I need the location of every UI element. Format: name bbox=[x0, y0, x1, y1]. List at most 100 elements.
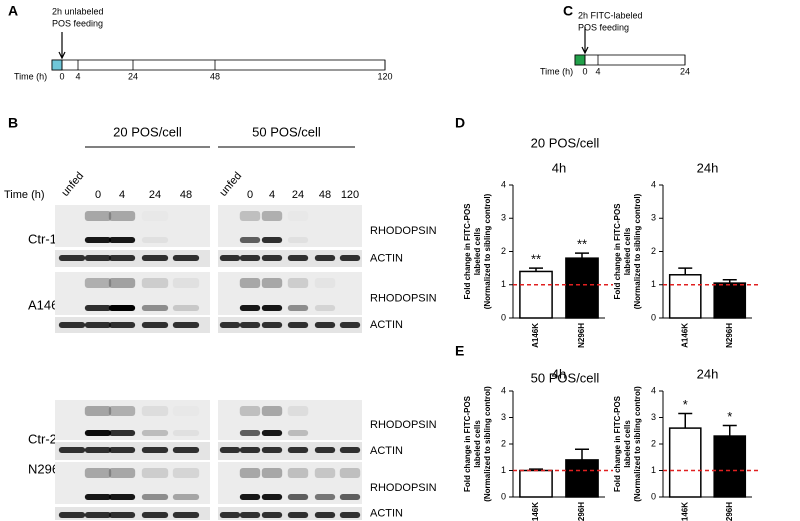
lane-label: 24 bbox=[292, 189, 304, 201]
band bbox=[84, 494, 112, 500]
y-tick-label: 1 bbox=[651, 279, 656, 289]
lane-label: 0 bbox=[95, 189, 101, 201]
panel-label: E bbox=[455, 343, 464, 359]
y-tick-label: 2 bbox=[501, 246, 506, 256]
timeline-tick-label: 24 bbox=[128, 71, 138, 81]
band bbox=[84, 322, 112, 328]
chart-title: 4h bbox=[552, 366, 566, 381]
band bbox=[84, 305, 112, 311]
band bbox=[239, 494, 261, 500]
y-tick-label: 4 bbox=[501, 179, 506, 189]
time-label: Time (h) bbox=[14, 71, 47, 81]
band bbox=[287, 305, 309, 311]
band bbox=[239, 278, 261, 288]
band bbox=[261, 468, 283, 478]
band bbox=[108, 255, 136, 261]
lane-label: 4 bbox=[119, 189, 125, 201]
y-axis-label: labeled cells bbox=[473, 420, 482, 468]
x-tick-label: A146K bbox=[531, 323, 540, 348]
timeline-bar bbox=[51, 59, 386, 71]
band bbox=[287, 255, 309, 261]
band bbox=[172, 494, 200, 500]
y-tick-label: 3 bbox=[651, 412, 656, 422]
band bbox=[287, 430, 309, 436]
arrow-head bbox=[58, 51, 66, 60]
y-tick-label: 2 bbox=[651, 246, 656, 256]
band bbox=[84, 278, 112, 288]
y-tick-label: 0 bbox=[501, 312, 506, 322]
band bbox=[261, 322, 283, 328]
band bbox=[287, 447, 309, 453]
band bbox=[141, 278, 169, 288]
panel-label: A bbox=[8, 3, 18, 19]
band bbox=[314, 494, 336, 500]
timeline-annotation: 2h FITC-labeled bbox=[578, 10, 643, 20]
band bbox=[141, 255, 169, 261]
band bbox=[261, 237, 283, 243]
band bbox=[108, 278, 136, 288]
band bbox=[108, 494, 136, 500]
band bbox=[172, 305, 200, 311]
bar bbox=[565, 459, 599, 498]
band bbox=[287, 468, 309, 478]
band bbox=[239, 512, 261, 518]
band bbox=[84, 430, 112, 436]
y-axis-label: labeled cells bbox=[623, 420, 632, 468]
band bbox=[287, 406, 309, 416]
lane-label: 120 bbox=[341, 189, 359, 201]
band bbox=[314, 322, 336, 328]
timeline-bar bbox=[574, 54, 686, 66]
band bbox=[239, 322, 261, 328]
y-tick-label: 0 bbox=[651, 312, 656, 322]
band bbox=[239, 430, 261, 436]
y-axis-label: (Normalized to sibling control) bbox=[483, 386, 492, 502]
band bbox=[172, 468, 200, 478]
band bbox=[84, 211, 112, 221]
y-axis-label: labeled cells bbox=[473, 227, 482, 275]
band bbox=[314, 447, 336, 453]
time-label: Time (h) bbox=[4, 189, 45, 201]
band bbox=[339, 512, 361, 518]
band bbox=[141, 447, 169, 453]
arrow-head bbox=[581, 46, 589, 55]
band bbox=[141, 512, 169, 518]
band bbox=[287, 494, 309, 500]
band bbox=[339, 468, 361, 478]
bar bbox=[668, 427, 702, 498]
bar bbox=[519, 270, 553, 319]
x-tick-label: N296H bbox=[725, 323, 734, 348]
y-tick-label: 0 bbox=[501, 491, 506, 501]
x-tick-label: N296H bbox=[577, 323, 586, 348]
y-tick-label: 2 bbox=[651, 438, 656, 448]
panel-label: D bbox=[455, 115, 465, 131]
blot-label: RHODOPSIN bbox=[370, 482, 437, 494]
band bbox=[239, 237, 261, 243]
band bbox=[339, 494, 361, 500]
band bbox=[339, 322, 361, 328]
timeline-tick-label: 4 bbox=[595, 66, 600, 76]
x-tick-label: A146K bbox=[680, 323, 689, 348]
bar bbox=[713, 435, 747, 498]
error-bar bbox=[722, 279, 737, 284]
chart-title: 4h bbox=[552, 160, 566, 175]
timeline-tick-label: 4 bbox=[75, 71, 80, 81]
y-tick-label: 1 bbox=[651, 465, 656, 475]
y-axis-label: Fold change in FITC-POS bbox=[463, 395, 472, 492]
bar bbox=[565, 257, 599, 319]
y-axis-label: Fold change in FITC-POS bbox=[463, 203, 472, 300]
band bbox=[314, 305, 336, 311]
x-tick-label: N296H bbox=[725, 502, 734, 521]
band bbox=[84, 255, 112, 261]
lane-label: 48 bbox=[180, 189, 192, 201]
band bbox=[314, 468, 336, 478]
band bbox=[219, 512, 241, 518]
timeline-annotation: POS feeding bbox=[578, 22, 629, 32]
band bbox=[339, 447, 361, 453]
band bbox=[239, 468, 261, 478]
y-axis-label: (Normalized to sibling control) bbox=[483, 193, 492, 309]
blot-label: ACTIN bbox=[370, 507, 403, 519]
chart-title: 24h bbox=[697, 366, 719, 381]
time-label: Time (h) bbox=[540, 66, 573, 76]
band bbox=[314, 255, 336, 261]
